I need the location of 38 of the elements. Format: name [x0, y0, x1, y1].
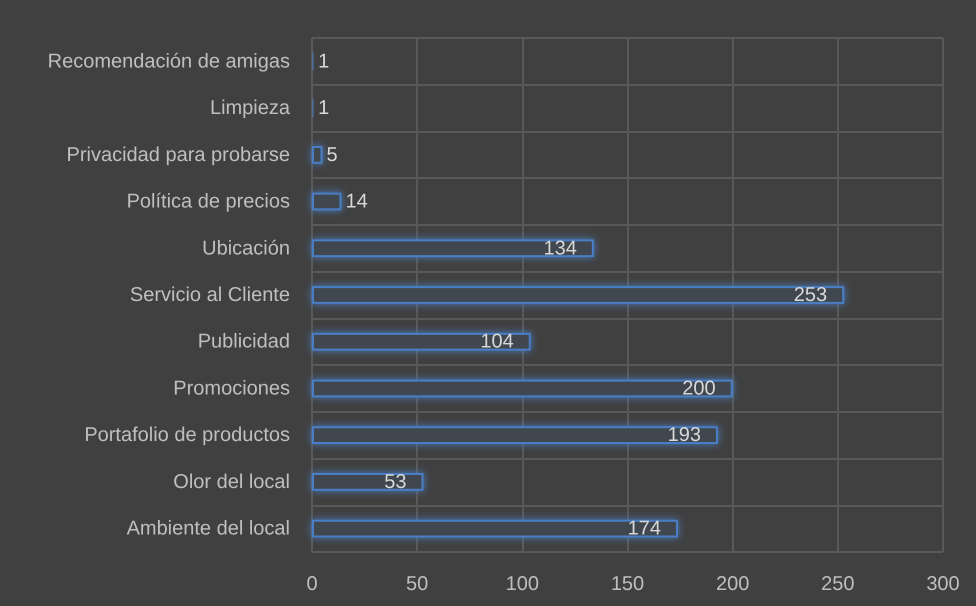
data-label: 174 — [628, 518, 661, 540]
bar — [312, 332, 531, 351]
data-label: 193 — [668, 424, 701, 446]
x-tick-label: 300 — [926, 573, 960, 595]
bar — [312, 520, 678, 538]
data-label: 1 — [318, 97, 330, 120]
data-label: 253 — [794, 284, 828, 306]
data-label: 53 — [384, 470, 406, 493]
bar — [312, 286, 844, 304]
y-tick-label: Publicidad — [198, 330, 290, 353]
y-tick-label: Política de precios — [126, 190, 290, 213]
x-tick-label: 250 — [821, 573, 855, 595]
bar — [312, 473, 424, 491]
y-tick-label: Ambiente del local — [126, 518, 290, 540]
x-tick-label: 150 — [610, 573, 644, 595]
bar — [312, 426, 718, 444]
data-label: 104 — [480, 330, 514, 353]
data-label: 14 — [345, 190, 368, 213]
y-tick-label: Portafolio de productos — [84, 424, 290, 446]
y-tick-label: Olor del local — [173, 470, 290, 493]
x-tick-label: 50 — [406, 573, 428, 595]
bar — [312, 239, 594, 258]
bar — [312, 146, 323, 164]
data-label: 134 — [543, 237, 577, 260]
y-tick-label: Privacidad para probarse — [66, 144, 290, 166]
y-tick-label: Recomendación de amigas — [48, 50, 290, 72]
data-label: 200 — [682, 377, 716, 400]
y-tick-label: Limpieza — [210, 97, 291, 120]
data-label: 1 — [318, 50, 330, 72]
bar — [312, 192, 342, 210]
y-tick-label: Promociones — [173, 377, 290, 400]
x-tick-label: 100 — [506, 573, 540, 595]
bar — [312, 380, 733, 398]
x-tick-label: 200 — [716, 573, 750, 595]
x-tick-label: 0 — [306, 573, 318, 595]
data-label: 5 — [326, 144, 338, 166]
y-tick-label: Servicio al Cliente — [130, 284, 290, 306]
y-tick-label: Ubicación — [202, 237, 290, 260]
